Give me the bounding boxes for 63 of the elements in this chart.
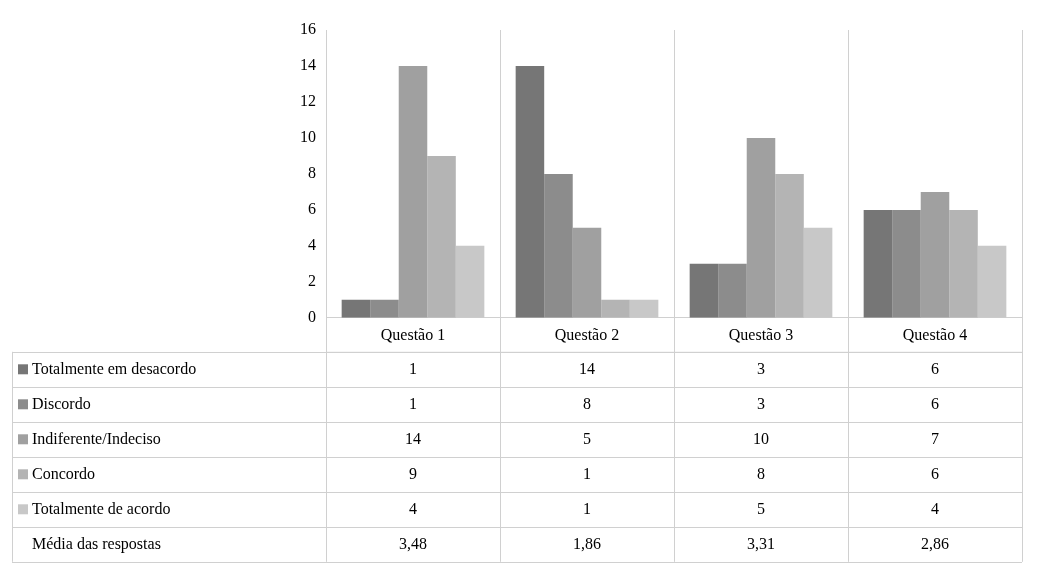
y-tick-label: 14 [300, 56, 316, 74]
text: 3,31 [747, 534, 775, 552]
legend-label: Indiferente/Indeciso [32, 429, 161, 447]
legend-label: Totalmente em desacordo [32, 359, 197, 377]
legend-label: Concordo [32, 464, 96, 482]
y-tick-label: 2 [308, 272, 316, 290]
bar [803, 227, 833, 318]
data-label: 14 [579, 359, 595, 377]
legend-label: Discordo [32, 394, 91, 412]
data-label: 1 [409, 394, 417, 412]
bar [689, 263, 719, 318]
bar [515, 65, 545, 318]
y-tick-label: 4 [308, 236, 316, 254]
legend-label: Totalmente de acordo [32, 499, 171, 517]
x-tick-label: Questão 2 [554, 325, 620, 343]
bar [775, 173, 804, 318]
x-tick-label: Questão 1 [380, 325, 446, 343]
bar [427, 155, 456, 318]
bar [920, 191, 950, 318]
bar [977, 245, 1007, 318]
text: 1,86 [573, 534, 601, 552]
y-tick-label: 16 [300, 20, 316, 38]
bar [718, 263, 747, 318]
data-label: 8 [583, 394, 591, 412]
data-label: 6 [931, 359, 939, 377]
x-tick-label: Questão 4 [902, 325, 968, 343]
data-label: 4 [931, 499, 939, 517]
data-label: 9 [409, 464, 417, 482]
y-tick-label: 12 [300, 92, 316, 110]
text: Média das respostas [32, 534, 161, 553]
text: 3,48 [399, 534, 427, 552]
y-tick-label: 8 [308, 164, 316, 182]
bar [601, 299, 630, 318]
bar [863, 209, 893, 318]
data-label: 7 [931, 429, 939, 447]
bar [398, 65, 428, 318]
data-label: 5 [757, 499, 765, 517]
y-tick-label: 6 [308, 200, 316, 218]
bar [746, 137, 776, 318]
text: 2,86 [921, 534, 949, 552]
data-label: 1 [583, 464, 591, 482]
data-label: 14 [405, 429, 421, 447]
data-label: 10 [753, 429, 769, 447]
bar [544, 173, 573, 318]
data-label: 4 [409, 499, 417, 517]
bar [949, 209, 978, 318]
x-tick-label: Questão 3 [728, 325, 794, 343]
bar [370, 299, 399, 318]
bar [572, 227, 602, 318]
data-label: 3 [757, 359, 765, 377]
bar [892, 209, 921, 318]
y-tick-label: 10 [300, 128, 316, 146]
bar [629, 299, 659, 318]
data-label: 8 [757, 464, 765, 482]
data-label: 1 [583, 499, 591, 517]
data-label: 5 [583, 429, 591, 447]
data-label: 1 [409, 359, 417, 377]
bar [341, 299, 371, 318]
y-tick-label: 0 [308, 308, 316, 325]
data-label: 6 [931, 464, 939, 482]
data-label: 3 [757, 394, 765, 412]
bar [455, 245, 485, 318]
data-label: 6 [931, 394, 939, 412]
